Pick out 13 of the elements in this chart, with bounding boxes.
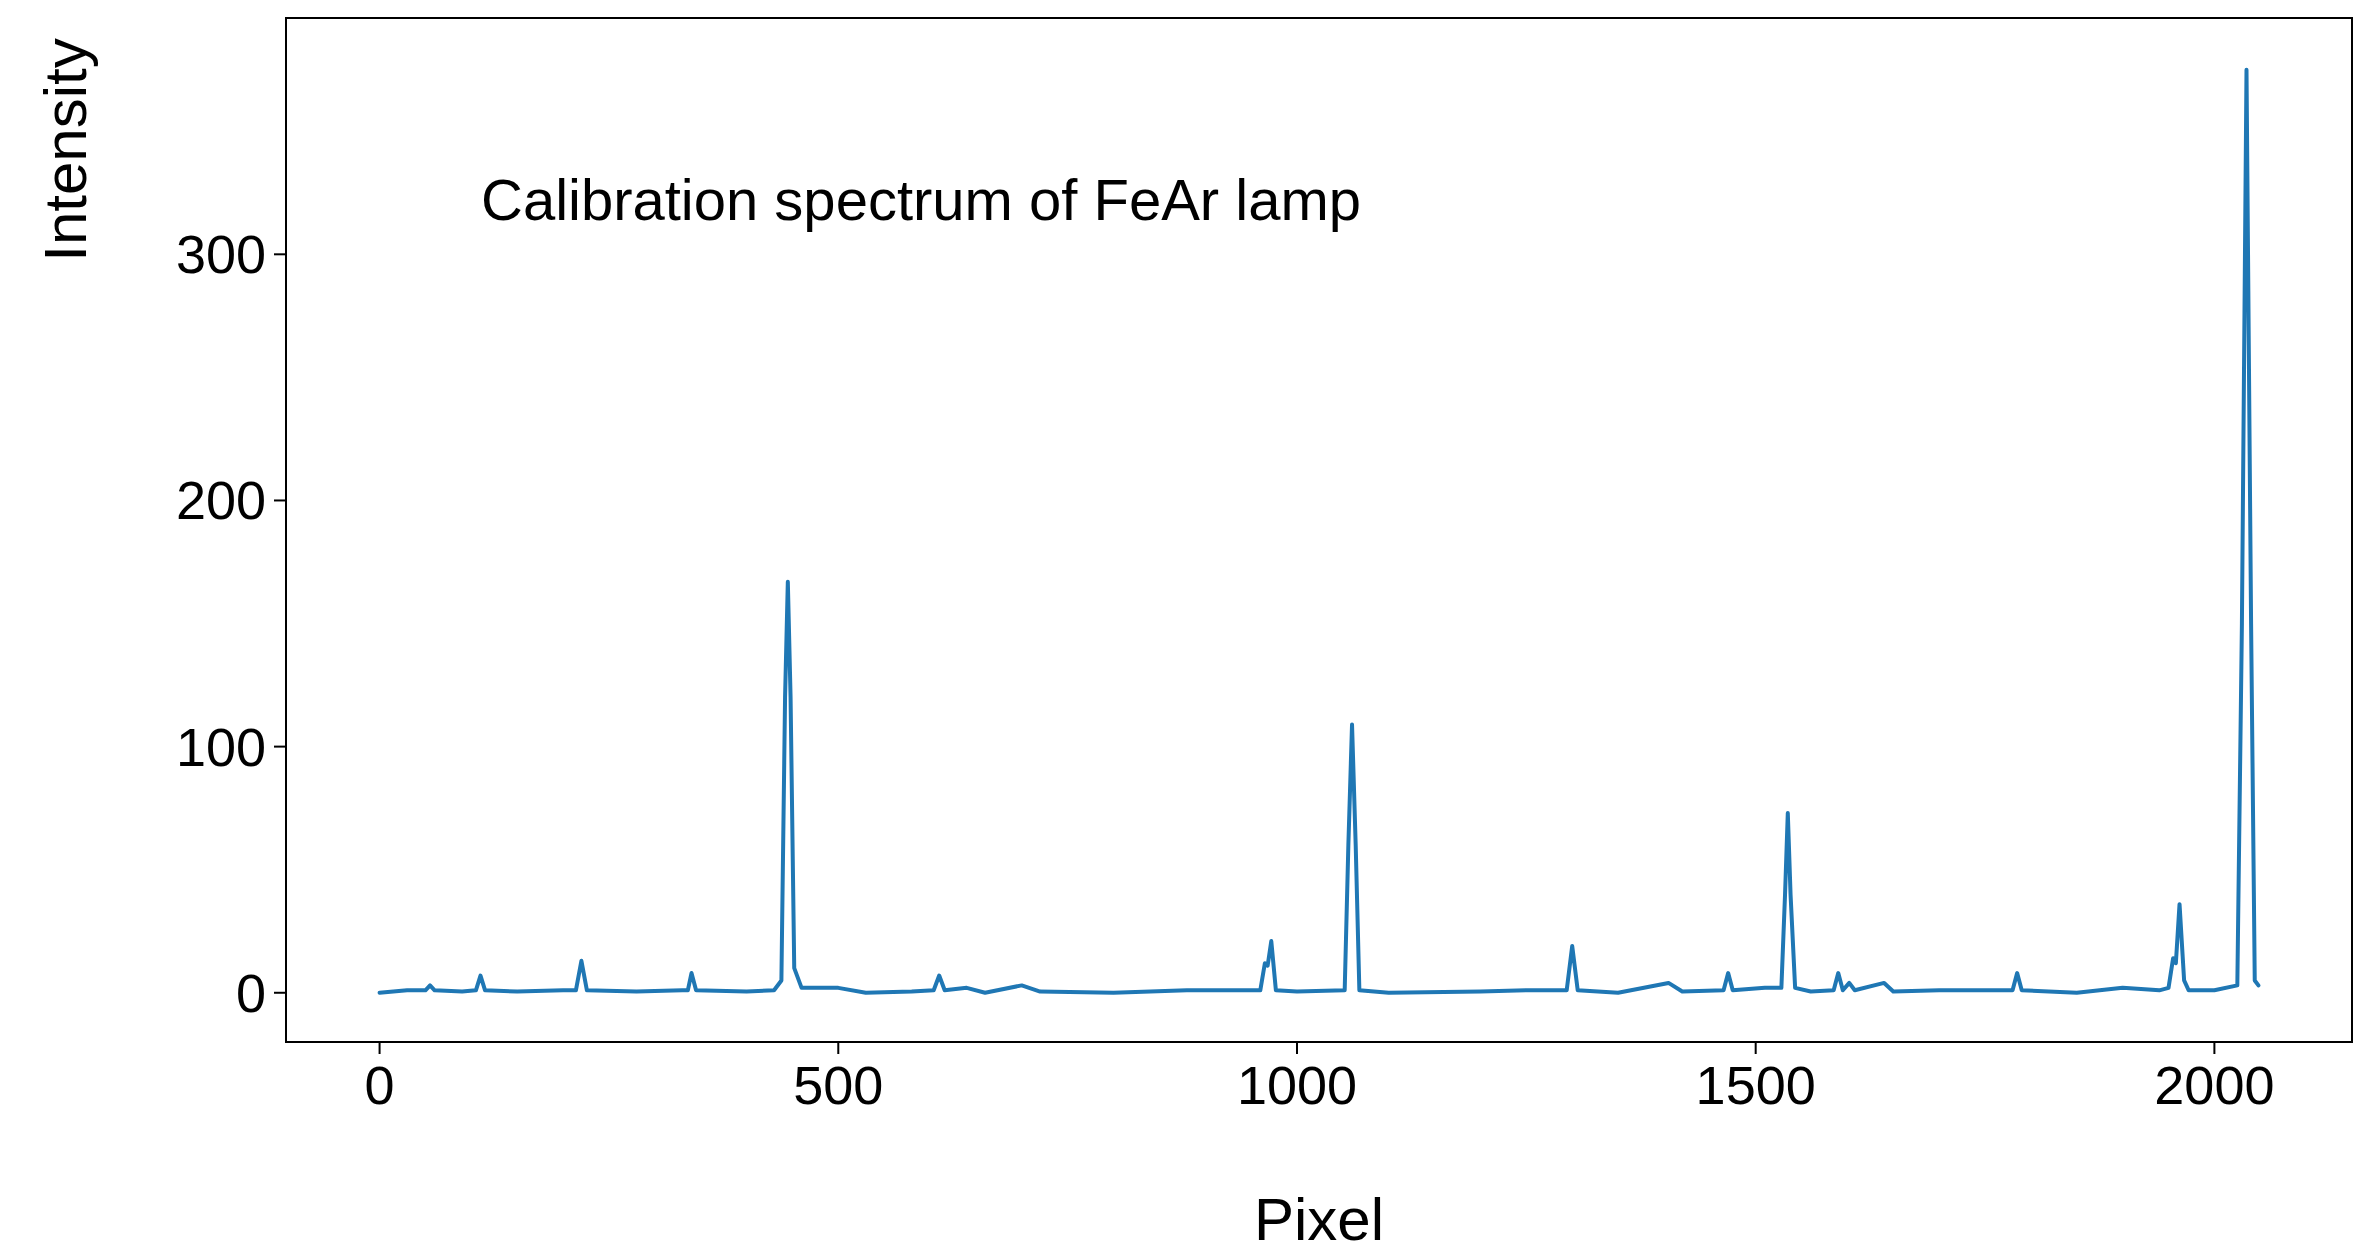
y-axis-title: Intensity xyxy=(32,38,99,262)
x-tick-label: 1500 xyxy=(1695,1055,1816,1115)
y-tick-label: 300 xyxy=(175,224,266,285)
x-tick-label: 2000 xyxy=(2154,1055,2275,1115)
y-tick-label: 0 xyxy=(235,962,266,1023)
x-tick-label: 1000 xyxy=(1236,1055,1358,1115)
annotation: Calibration spectrum of FeAr lamp xyxy=(481,167,1361,232)
x-tick-label: 500 xyxy=(793,1055,884,1115)
line-series xyxy=(377,67,2261,995)
x-axis-title: Pixel xyxy=(1253,1186,1385,1253)
x-tick-label: 0 xyxy=(364,1055,395,1115)
y-tick-label: 200 xyxy=(175,470,266,531)
y-tick-label: 100 xyxy=(175,716,266,777)
